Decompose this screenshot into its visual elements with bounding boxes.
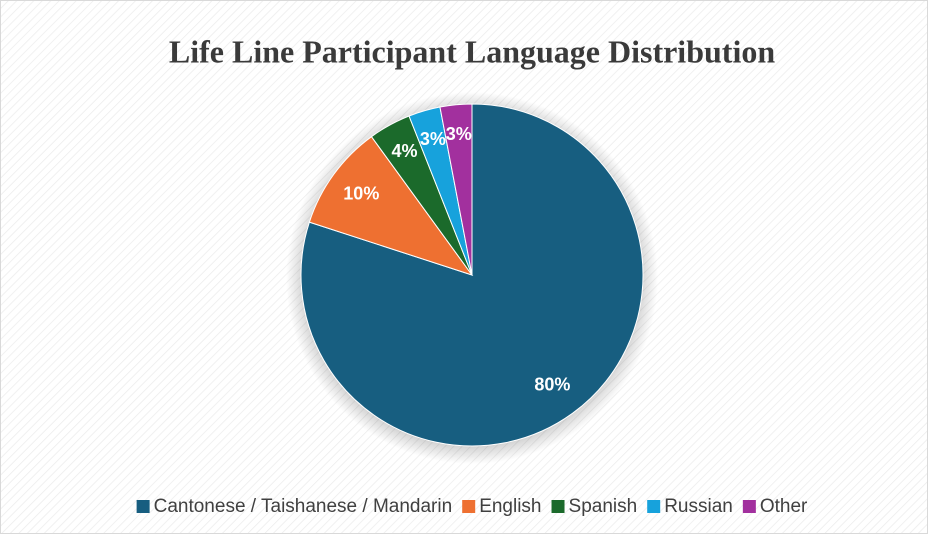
chart-title: Life Line Participant Language Distribut… <box>169 33 775 69</box>
legend-swatch <box>136 500 150 513</box>
data-label: 10% <box>343 183 379 203</box>
legend-swatch <box>647 500 661 513</box>
pie-slice <box>308 135 474 276</box>
legend-label: Spanish <box>569 496 638 517</box>
legend-swatch <box>551 500 565 513</box>
legend-label: Russian <box>664 496 733 517</box>
pie-slice <box>439 103 473 276</box>
data-label: 3% <box>446 124 472 144</box>
legend-label: Other <box>760 496 808 517</box>
data-label: 80% <box>534 374 570 394</box>
data-label: 3% <box>420 129 446 149</box>
data-label: 4% <box>391 141 417 161</box>
legend-label: English <box>479 496 541 517</box>
legend-swatch <box>462 500 476 513</box>
legend-swatch <box>742 500 756 513</box>
legend-label: Cantonese / Taishanese / Mandarin <box>154 496 453 517</box>
pie-slice <box>300 103 644 447</box>
